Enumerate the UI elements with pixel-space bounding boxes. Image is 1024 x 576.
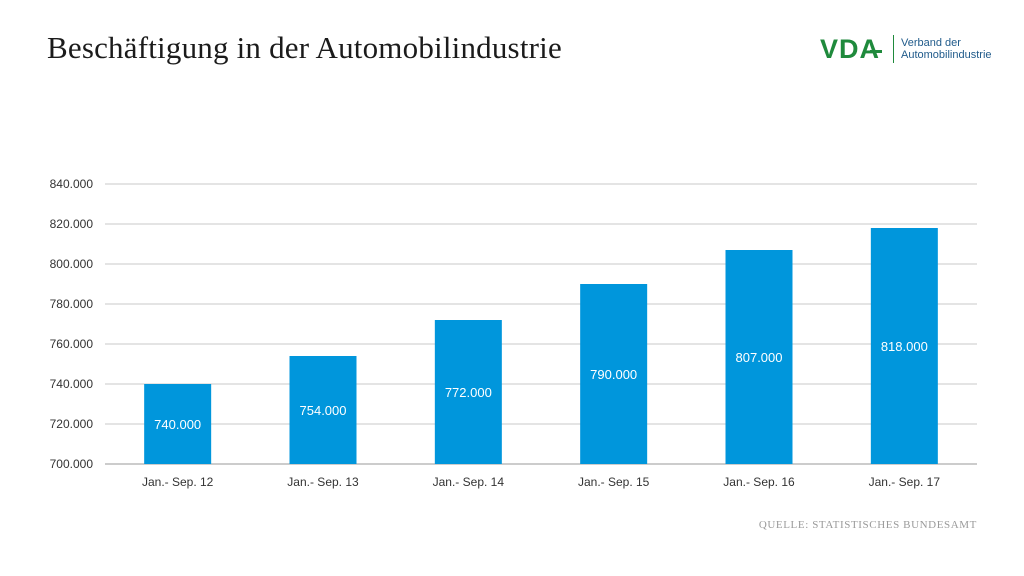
- y-tick-label: 820.000: [50, 217, 94, 231]
- bar-data-label: 818.000: [881, 339, 928, 354]
- bar: [580, 284, 648, 464]
- bar-data-label: 790.000: [590, 367, 637, 382]
- x-axis-categories: Jan.- Sep. 12 Jan.- Sep. 13 Jan.- Sep. 14 J…: [142, 475, 940, 489]
- bar: [870, 228, 938, 464]
- chart-bars: [144, 228, 938, 464]
- bar-data-label: 754.000: [300, 403, 347, 418]
- y-tick-label: 740.000: [50, 377, 94, 391]
- bar: [289, 356, 357, 464]
- y-tick-label: 780.000: [50, 297, 94, 311]
- y-axis-ticks: 700.000 720.000 740.000 760.000 780.000 800.0…: [50, 177, 94, 471]
- vda-logo-divider: [893, 35, 895, 63]
- x-category-label: Jan.- Sep. 13: [287, 475, 359, 489]
- y-tick-label: 760.000: [50, 337, 94, 351]
- x-category-label: Jan.- Sep. 16: [723, 475, 795, 489]
- vda-logo-line2: Automobilindustrie: [901, 49, 992, 61]
- y-tick-label: 720.000: [50, 417, 94, 431]
- bar: [434, 320, 502, 464]
- bar: [725, 250, 793, 464]
- bar-data-labels: 740.000 754.000 772.000 790.000 807.000 818.0…: [154, 339, 928, 432]
- page-title: Beschäftigung in der Automobilindustrie: [47, 30, 562, 65]
- source-note: Quelle: Statistisches Bundesamt: [758, 519, 977, 531]
- vda-logo: VDA Verband der Automobilindustrie: [820, 34, 992, 64]
- x-category-label: Jan.- Sep. 14: [433, 475, 505, 489]
- x-category-label: Jan.- Sep. 12: [142, 475, 214, 489]
- x-category-label: Jan.- Sep. 15: [578, 475, 650, 489]
- bar-data-label: 807.000: [736, 350, 783, 365]
- x-category-label: Jan.- Sep. 17: [869, 475, 941, 489]
- vda-logo-line1: Verband der: [901, 37, 961, 49]
- vda-logo-mark: VDA: [820, 34, 883, 64]
- vda-logo-letters: VDA: [820, 34, 881, 64]
- vda-logo-text: Verband der Automobilindustrie: [901, 37, 992, 61]
- bar: [144, 384, 212, 464]
- chart-gridlines: [105, 183, 977, 465]
- y-tick-label: 840.000: [50, 177, 94, 191]
- vda-logo-dash: [870, 50, 883, 53]
- y-tick-label: 800.000: [50, 257, 94, 271]
- bar-data-label: 740.000: [154, 417, 201, 432]
- bar-data-label: 772.000: [445, 385, 492, 400]
- y-tick-label: 700.000: [50, 457, 94, 471]
